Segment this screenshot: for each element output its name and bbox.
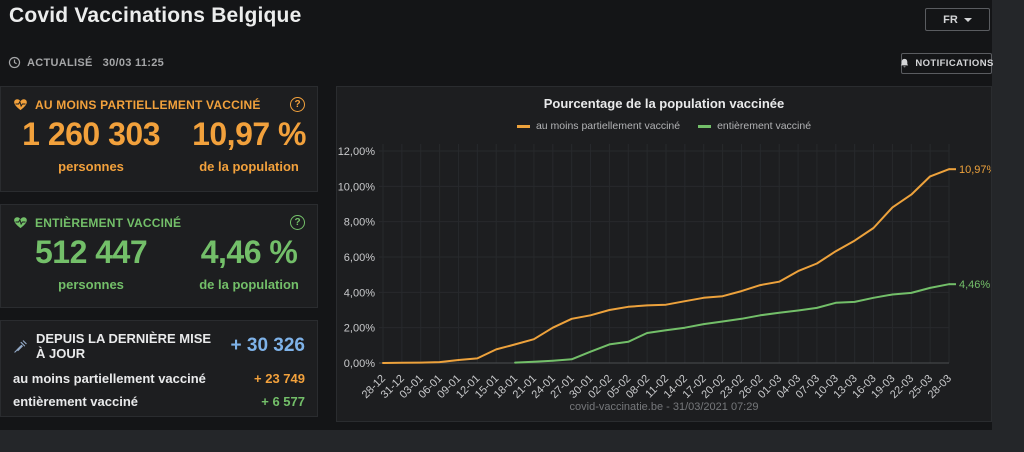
y-axis-tick-label: 2,00% [344,323,375,335]
partially-vaccinated-title: AU MOINS PARTIELLEMENT VACCINÉ [35,97,261,112]
delta-full-value: + 6 577 [261,394,305,409]
fully-vaccinated-percent: 4,46 % [200,234,298,270]
bell-icon [899,58,910,69]
help-icon[interactable]: ? [290,215,305,230]
partially-vaccinated-count: 1 260 303 [22,116,160,152]
series-line-partial: 10,97% [382,164,991,364]
fully-vaccinated-count: 512 447 [34,234,148,270]
delta-row-partial: au moins partiellement vacciné + 23 749 [1,367,317,390]
language-selector-label: FR [943,13,958,26]
legend-item-full[interactable]: entièrement vacciné [698,120,811,132]
partially-vaccinated-count-label: personnes [58,158,124,174]
syringe-icon [13,339,28,354]
vaccination-chart-svg: 0,00% 2,00% 4,00% 6,00% 8,00% 10,00% 12,00% 28-… [338,144,991,401]
heart-pulse-icon [13,97,28,112]
legend-label-full: entièrement vacciné [717,120,812,132]
series-end-label-full: 4,46% [959,279,990,291]
heart-pulse-icon [13,215,28,230]
y-axis-tick-label: 4,00% [344,287,375,299]
fully-vaccinated-percent-label: de la population [199,276,299,292]
notifications-button[interactable]: NOTIFICATIONS [899,53,994,74]
updated-label: ACTUALISÉ [27,56,93,69]
notifications-label: NOTIFICATIONS [915,58,994,69]
chart-source-footer: covid-vaccinatie.be - 31/03/2021 07:29 [569,401,759,413]
y-axis-tick-label: 12,00% [338,146,376,158]
fully-vaccinated-count-label: personnes [58,276,124,292]
x-axis-labels: 28-1231-1203-0106-0109-0112-0115-0118-01… [360,373,954,401]
legend-dash-icon [698,124,712,128]
delta-full-label: entièrement vacciné [13,394,139,409]
partially-vaccinated-percent-label: de la population [199,158,299,174]
chart-title: Pourcentage de la population vaccinée [543,96,785,111]
delta-row-full: entièrement vacciné + 6 577 [1,390,317,413]
updated-time: 30/03 11:25 [102,56,165,69]
series-end-label-partial: 10,97% [959,164,991,176]
legend-label-partial: au moins partiellement vacciné [535,120,681,132]
y-axis-tick-label: 6,00% [344,252,375,264]
vaccination-chart-panel: 0,00% 2,00% 4,00% 6,00% 8,00% 10,00% 12,00% 28-… [336,86,992,422]
delta-partial-value: + 23 749 [254,371,305,386]
help-icon[interactable]: ? [290,97,305,112]
since-last-update-card: DEPUIS LA DERNIÈRE MISE À JOUR + 30 326 … [0,320,318,417]
chart-gridlines: 0,00% 2,00% 4,00% 6,00% 8,00% 10,00% 12,00% [338,144,950,370]
delta-partial-label: au moins partiellement vacciné [13,371,206,386]
y-axis-tick-label: 0,00% [344,358,375,370]
since-last-update-title: DEPUIS LA DERNIÈRE MISE À JOUR [36,331,212,361]
since-last-update-total: + 30 326 [230,335,306,356]
series-line-full: 4,46% [514,279,990,364]
dashboard-background: Covid Vaccinations Belgique FR ACTUALISÉ… [0,0,994,430]
last-updated-status: ACTUALISÉ 30/03 11:25 [8,56,164,69]
legend-dash-icon [516,124,530,128]
partially-vaccinated-card: AU MOINS PARTIELLEMENT VACCINÉ ? 1 260 3… [0,86,318,192]
chevron-down-icon [963,18,972,22]
y-axis-tick-label: 8,00% [344,217,375,229]
language-selector-button[interactable]: FR [925,8,990,31]
chart-legend: au moins partiellement vacciné entièreme… [337,120,991,132]
legend-item-partial[interactable]: au moins partiellement vacciné [516,120,681,132]
y-axis-tick-label: 10,00% [338,181,376,193]
partially-vaccinated-percent: 10,97 % [192,116,306,152]
clock-icon [8,56,21,69]
fully-vaccinated-card: ENTIÈREMENT VACCINÉ ? 512 447 personnes … [0,204,318,308]
fully-vaccinated-title: ENTIÈREMENT VACCINÉ [35,215,182,230]
page-title: Covid Vaccinations Belgique [9,4,302,27]
